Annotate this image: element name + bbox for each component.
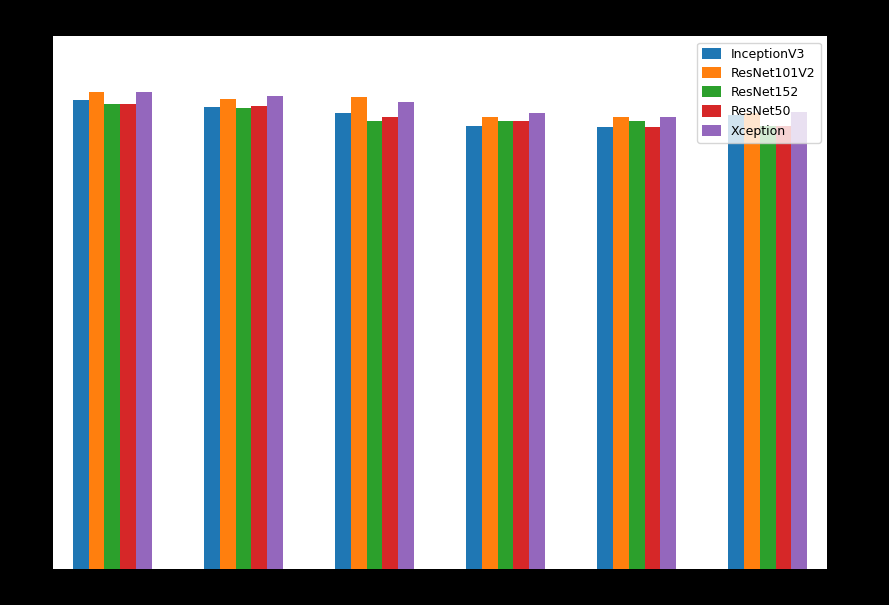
Bar — [89, 92, 105, 569]
Bar — [791, 112, 807, 569]
Bar — [366, 122, 382, 569]
Bar — [613, 117, 629, 569]
Bar — [728, 115, 744, 569]
Bar — [120, 105, 136, 569]
Bar — [73, 100, 89, 569]
Bar — [529, 113, 545, 569]
Bar — [220, 99, 236, 569]
Legend: InceptionV3, ResNet101V2, ResNet152, ResNet50, Xception: InceptionV3, ResNet101V2, ResNet152, Res… — [697, 42, 821, 143]
Bar — [645, 127, 661, 569]
Bar — [351, 97, 366, 569]
Bar — [204, 106, 220, 569]
Bar — [382, 117, 398, 569]
Bar — [482, 117, 498, 569]
Bar — [629, 122, 645, 569]
Bar — [466, 126, 482, 569]
Bar — [514, 122, 529, 569]
Bar — [775, 126, 791, 569]
Bar — [335, 114, 351, 569]
Bar — [744, 113, 760, 569]
Bar — [267, 96, 283, 569]
Bar — [136, 92, 152, 569]
Bar — [498, 122, 514, 569]
Bar — [105, 105, 120, 569]
Bar — [236, 108, 252, 569]
Bar — [597, 127, 613, 569]
Bar — [252, 105, 267, 569]
Bar — [661, 117, 676, 569]
Bar — [760, 126, 775, 569]
Bar — [398, 102, 414, 569]
